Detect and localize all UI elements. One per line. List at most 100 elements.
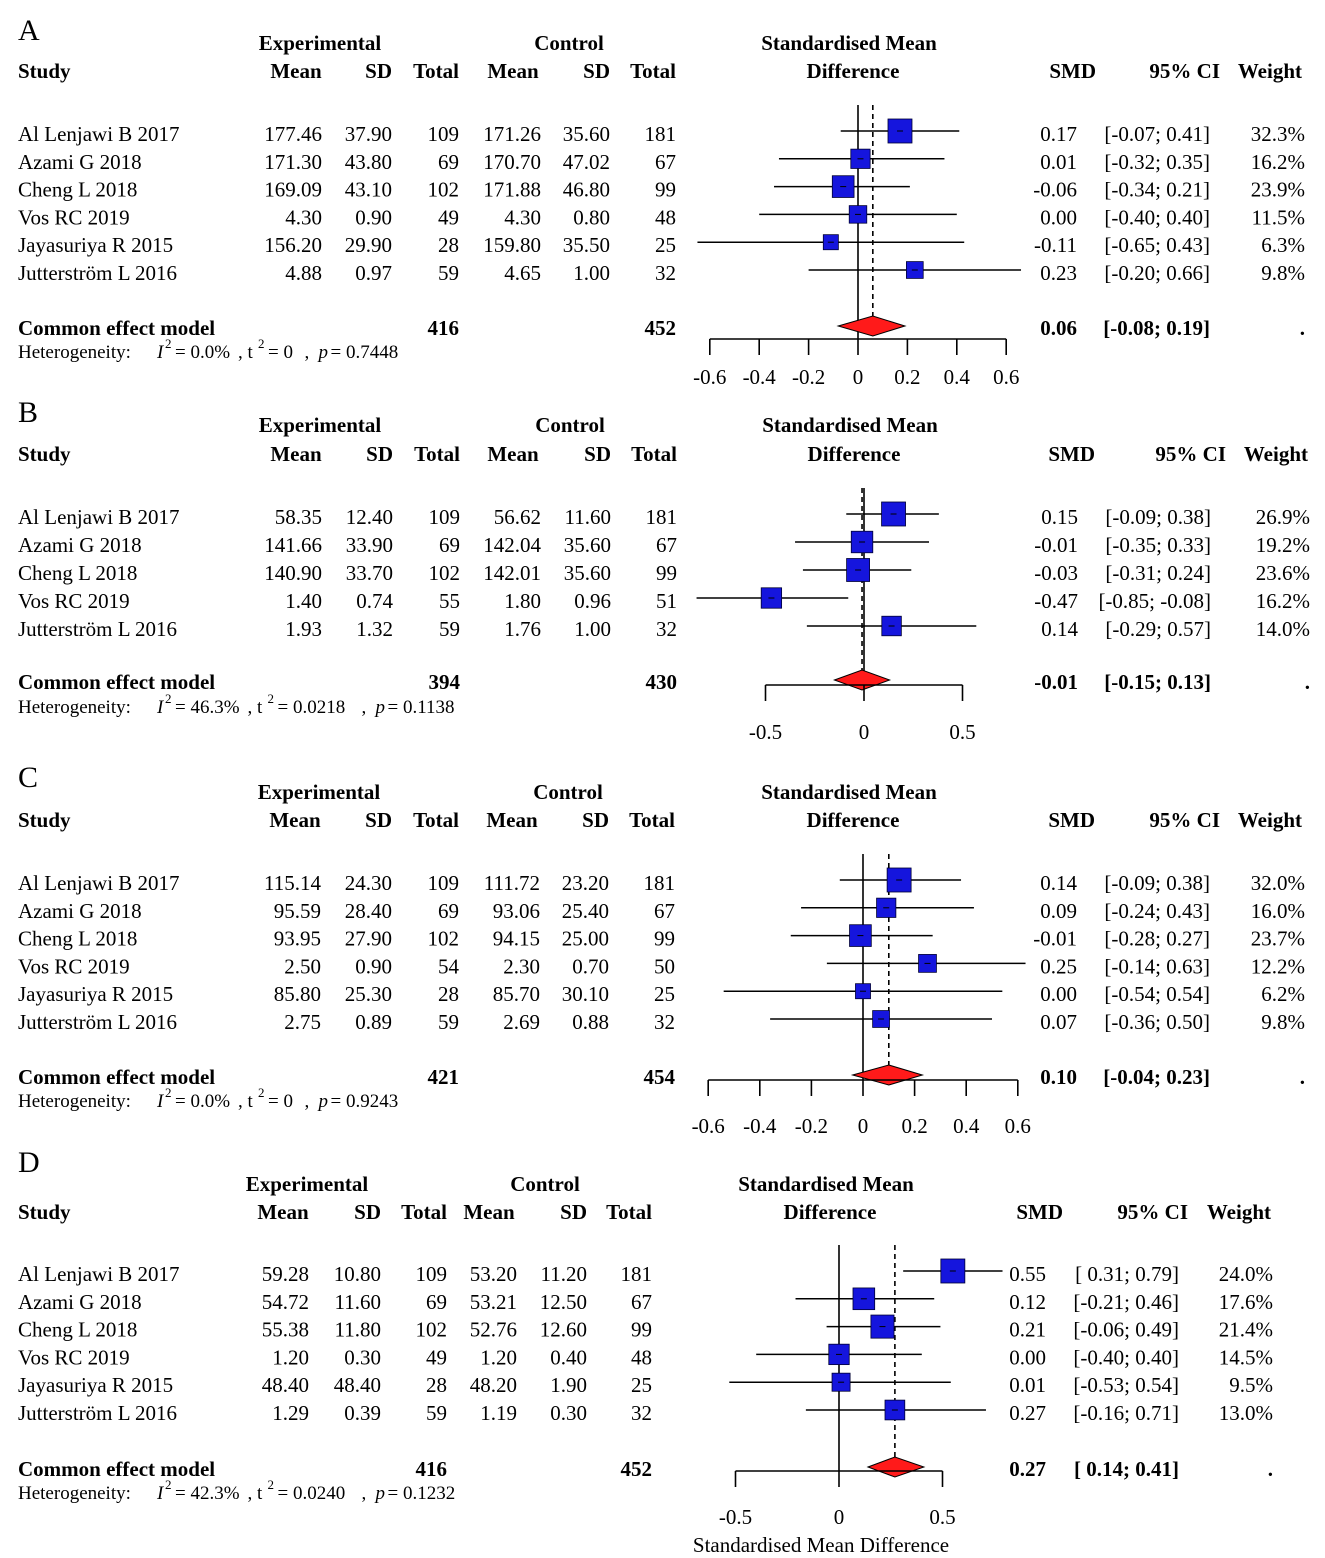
ctl-sd: 25.40 xyxy=(562,899,609,923)
pooled-ctl-total: 454 xyxy=(644,1065,676,1089)
study-weight: 6.3% xyxy=(1261,233,1305,257)
heterogeneity-label: Heterogeneity: xyxy=(18,1483,131,1504)
exp-mean: 59.28 xyxy=(262,1262,309,1286)
exp-sd: 43.80 xyxy=(345,150,392,174)
ctl-total: 50 xyxy=(654,954,675,978)
header-exp-sd: SD xyxy=(354,1200,381,1224)
ctl-mean: 94.15 xyxy=(493,927,540,951)
header-ctl-total: Total xyxy=(630,59,676,83)
header-smd: SMD xyxy=(1048,442,1095,466)
pooled-weight: . xyxy=(1300,1065,1305,1089)
ctl-mean: 2.30 xyxy=(503,954,540,978)
x-axis-tick-label: 0.5 xyxy=(929,1505,955,1529)
ctl-total: 48 xyxy=(631,1345,652,1369)
ctl-mean: 56.62 xyxy=(494,505,541,529)
study-ci: [-0.35; 0.33] xyxy=(1105,533,1211,557)
ctl-total: 99 xyxy=(654,927,675,951)
ctl-mean: 1.19 xyxy=(480,1401,517,1425)
ctl-sd: 0.96 xyxy=(574,589,611,613)
ctl-mean: 142.01 xyxy=(483,561,541,585)
study-ci: [-0.21; 0.46] xyxy=(1073,1290,1179,1314)
header-weight: Weight xyxy=(1238,59,1302,83)
study-weight: 12.2% xyxy=(1251,954,1305,978)
tau2-superscript: 2 xyxy=(268,1477,275,1492)
ctl-mean: 111.72 xyxy=(484,871,540,895)
study-weight: 32.3% xyxy=(1251,122,1305,146)
exp-sd: 29.90 xyxy=(345,233,392,257)
study-weight: 32.0% xyxy=(1251,871,1305,895)
i2-symbol: I xyxy=(156,1483,165,1504)
study-weight: 6.2% xyxy=(1261,982,1305,1006)
header-study: Study xyxy=(18,59,71,83)
header-control: Control xyxy=(534,31,604,55)
exp-mean: 55.38 xyxy=(262,1318,309,1342)
study-ci: [-0.65; 0.43] xyxy=(1104,233,1210,257)
pooled-smd: 0.10 xyxy=(1040,1065,1077,1089)
exp-mean: 1.93 xyxy=(285,617,322,641)
ctl-sd: 11.60 xyxy=(565,505,611,529)
ctl-mean: 171.88 xyxy=(483,178,541,202)
ctl-mean: 4.65 xyxy=(504,261,541,285)
exp-sd: 43.10 xyxy=(345,178,392,202)
exp-total: 109 xyxy=(416,1262,448,1286)
pooled-diamond xyxy=(866,1456,926,1478)
exp-sd: 25.30 xyxy=(345,982,392,1006)
header-experimental: Experimental xyxy=(259,413,382,437)
header-exp-mean: Mean xyxy=(269,808,321,832)
exp-mean: 4.30 xyxy=(285,205,322,229)
study-weight: 26.9% xyxy=(1256,505,1310,529)
i2-superscript: 2 xyxy=(165,1085,172,1100)
ctl-total: 32 xyxy=(655,261,676,285)
ctl-sd: 0.88 xyxy=(572,1010,609,1034)
ctl-total: 48 xyxy=(655,205,676,229)
study-smd: -0.11 xyxy=(1034,233,1077,257)
p-value: = 0.1138 xyxy=(388,697,455,718)
pooled-ci: [-0.15; 0.13] xyxy=(1104,670,1211,694)
header-ctl-total: Total xyxy=(606,1200,652,1224)
heterogeneity-sep: , xyxy=(362,697,367,718)
study-ci: [-0.09; 0.38] xyxy=(1105,505,1211,529)
exp-total: 59 xyxy=(438,1010,459,1034)
i2-value: = 46.3% xyxy=(175,697,240,718)
exp-sd: 1.32 xyxy=(356,617,393,641)
ctl-mean: 170.70 xyxy=(483,150,541,174)
pooled-exp-total: 421 xyxy=(428,1065,460,1089)
exp-sd: 12.40 xyxy=(346,505,393,529)
study-ci: [-0.29; 0.57] xyxy=(1105,617,1211,641)
panel-label: D xyxy=(18,1146,40,1179)
exp-total: 55 xyxy=(439,589,460,613)
x-axis-tick-label: 0 xyxy=(859,720,870,744)
exp-total: 69 xyxy=(439,533,460,557)
x-axis-tick-label: -0.4 xyxy=(743,1114,777,1138)
header-smd-subtitle: Difference xyxy=(808,442,901,466)
header-smd: SMD xyxy=(1016,1200,1063,1224)
header-ctl-mean: Mean xyxy=(463,1200,515,1224)
exp-sd: 48.40 xyxy=(334,1373,381,1397)
header-ctl-total: Total xyxy=(629,808,675,832)
pooled-ci: [ 0.14; 0.41] xyxy=(1074,1457,1179,1481)
ctl-total: 181 xyxy=(645,122,677,146)
header-study: Study xyxy=(18,1200,71,1224)
header-exp-total: Total xyxy=(401,1200,447,1224)
ctl-total: 25 xyxy=(654,982,675,1006)
ctl-sd: 35.60 xyxy=(564,561,611,585)
study-ci: [-0.36; 0.50] xyxy=(1104,1010,1210,1034)
study-ci: [-0.54; 0.54] xyxy=(1104,982,1210,1006)
pooled-label: Common effect model xyxy=(18,316,215,340)
study-ci: [-0.14; 0.63] xyxy=(1104,954,1210,978)
exp-total: 59 xyxy=(438,261,459,285)
ctl-mean: 1.76 xyxy=(504,617,541,641)
exp-mean: 48.40 xyxy=(262,1373,309,1397)
header-exp-total: Total xyxy=(413,808,459,832)
ctl-total: 181 xyxy=(621,1262,653,1286)
study-ci: [ 0.31; 0.79] xyxy=(1075,1262,1179,1286)
exp-total: 109 xyxy=(428,122,460,146)
pooled-ctl-total: 430 xyxy=(646,670,678,694)
ctl-sd: 1.00 xyxy=(573,261,610,285)
ctl-mean: 171.26 xyxy=(483,122,541,146)
exp-mean: 156.20 xyxy=(264,233,322,257)
x-axis-tick-label: -0.2 xyxy=(795,1114,828,1138)
header-ctl-sd: SD xyxy=(560,1200,587,1224)
exp-sd: 0.90 xyxy=(355,205,392,229)
